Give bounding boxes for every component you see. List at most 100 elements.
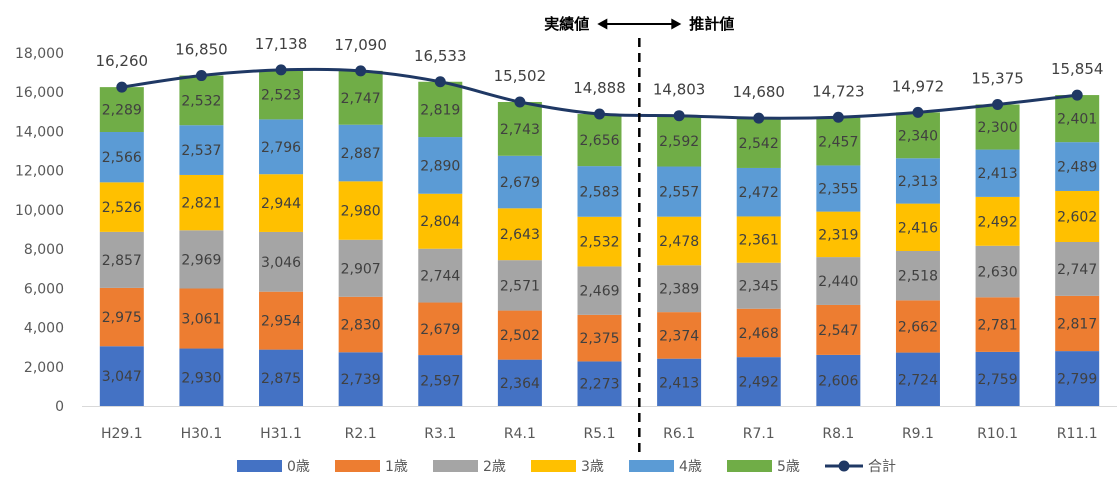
bar-segment-label: 2,630 (978, 265, 1018, 281)
bar-segment (816, 165, 861, 212)
bar-segment (497, 310, 542, 360)
bar-segment-label: 2,526 (102, 200, 142, 216)
bar-segment (657, 216, 702, 266)
bar-segment-label: 2,523 (261, 88, 301, 104)
bar-segment-label: 2,907 (341, 261, 381, 277)
bar-segment-label: 2,875 (261, 371, 301, 387)
bar-segment (816, 211, 861, 258)
x-tick-label: R8.1 (822, 426, 854, 442)
bar-segment-label: 2,980 (341, 204, 381, 220)
bar-segment-label: 2,313 (898, 174, 938, 190)
bar-segment-label: 2,566 (102, 150, 142, 166)
bar-segment (657, 358, 702, 406)
bar-segment-label: 2,345 (739, 279, 779, 295)
bar-segment (418, 137, 463, 194)
legend-swatch (629, 460, 674, 472)
y-tick-label: 4,000 (24, 321, 64, 337)
bar-segment-label: 2,413 (978, 166, 1018, 182)
bar-segment (577, 114, 622, 167)
bar-segment (736, 262, 781, 309)
x-tick-label: R11.1 (1057, 426, 1098, 442)
total-marker (912, 106, 924, 118)
y-tick-label: 18,000 (15, 46, 64, 62)
bar-segment (975, 351, 1020, 406)
bar-segment-label: 2,532 (181, 93, 221, 109)
bar-segment (99, 231, 144, 288)
bar-segment (418, 355, 463, 406)
total-label: 16,533 (414, 47, 467, 65)
bar-segment (1055, 241, 1100, 296)
bar-segment-label: 3,046 (261, 255, 301, 271)
bar-segment-label: 2,656 (579, 133, 619, 149)
bars-layer (99, 69, 1100, 406)
total-marker (355, 65, 367, 77)
bar-segment-label: 2,389 (659, 282, 699, 298)
bar-segment (338, 181, 383, 240)
bar-segment (497, 208, 542, 261)
bar-segment (99, 182, 144, 232)
bar-segment (816, 117, 861, 166)
bar-segment-label: 2,930 (181, 370, 221, 386)
total-marker (753, 112, 765, 124)
total-marker (594, 108, 605, 120)
bar-segment (895, 352, 940, 406)
bar-segment (497, 101, 542, 156)
bar-segment-label: 2,747 (1057, 262, 1097, 278)
bar-segment-label: 2,401 (1057, 112, 1097, 128)
bar-segment-label: 2,739 (341, 372, 381, 388)
bar-segment (497, 359, 542, 406)
bar-segment (975, 196, 1020, 246)
bar-segment-label: 2,547 (818, 323, 858, 339)
bar-segment-label: 2,954 (261, 314, 301, 330)
total-label: 17,138 (255, 35, 308, 53)
total-label: 14,972 (892, 77, 945, 95)
x-tick-label: R3.1 (424, 426, 456, 442)
x-tick-label: R7.1 (743, 426, 775, 442)
bar-segment-label: 2,679 (420, 322, 460, 338)
bar-segment (816, 354, 861, 406)
bar-segment-label: 2,571 (500, 278, 540, 294)
bar-segment (975, 245, 1020, 298)
bar-segment-label: 2,457 (818, 134, 858, 150)
bar-segment (895, 250, 940, 301)
bar-segment-label: 2,532 (579, 235, 619, 251)
bar-segment-label: 2,583 (579, 184, 619, 200)
bar-segment (418, 193, 463, 249)
bar-segment (1055, 190, 1100, 242)
bar-segment (895, 158, 940, 204)
bar-segment (259, 349, 304, 406)
bar-segment-label: 2,518 (898, 269, 938, 285)
y-tick-label: 16,000 (15, 85, 64, 101)
x-tick-label: R6.1 (663, 426, 695, 442)
bar-segment (816, 304, 861, 355)
total-marker (514, 96, 526, 108)
total-marker (832, 111, 844, 123)
bar-segment (418, 81, 463, 138)
legend-marker (838, 460, 850, 472)
total-marker (275, 64, 287, 76)
bar-segment-label: 2,374 (659, 328, 699, 344)
x-tick-label: H30.1 (181, 426, 223, 442)
legend-label: 3歳 (581, 459, 604, 475)
bar-segment (577, 166, 622, 217)
legend-label: 合計 (868, 459, 896, 475)
bar-segment-label: 2,643 (500, 227, 540, 243)
bar-segment-label: 2,975 (102, 310, 142, 326)
bar-segment-label: 2,355 (818, 182, 858, 198)
bar-segment (1055, 142, 1100, 191)
bar-segment (736, 308, 781, 358)
bar-segment (179, 288, 224, 349)
total-label: 14,723 (812, 82, 865, 100)
total-line-layer: 16,260 16,850 17,138 17,090 16,533 15,502 14,8… (96, 35, 1103, 124)
estimate-label: 推計値 (689, 15, 734, 33)
total-label: 15,502 (494, 67, 547, 85)
bar-segment-label: 2,597 (420, 374, 460, 390)
bar-segment (259, 291, 304, 350)
bar-segment-label: 2,492 (739, 375, 779, 391)
bar-segment (975, 149, 1020, 197)
bar-segment-label: 3,047 (102, 369, 142, 385)
bar-segment-label: 2,364 (500, 376, 540, 392)
bar-segment (99, 87, 144, 133)
bar-segment (1055, 95, 1100, 143)
